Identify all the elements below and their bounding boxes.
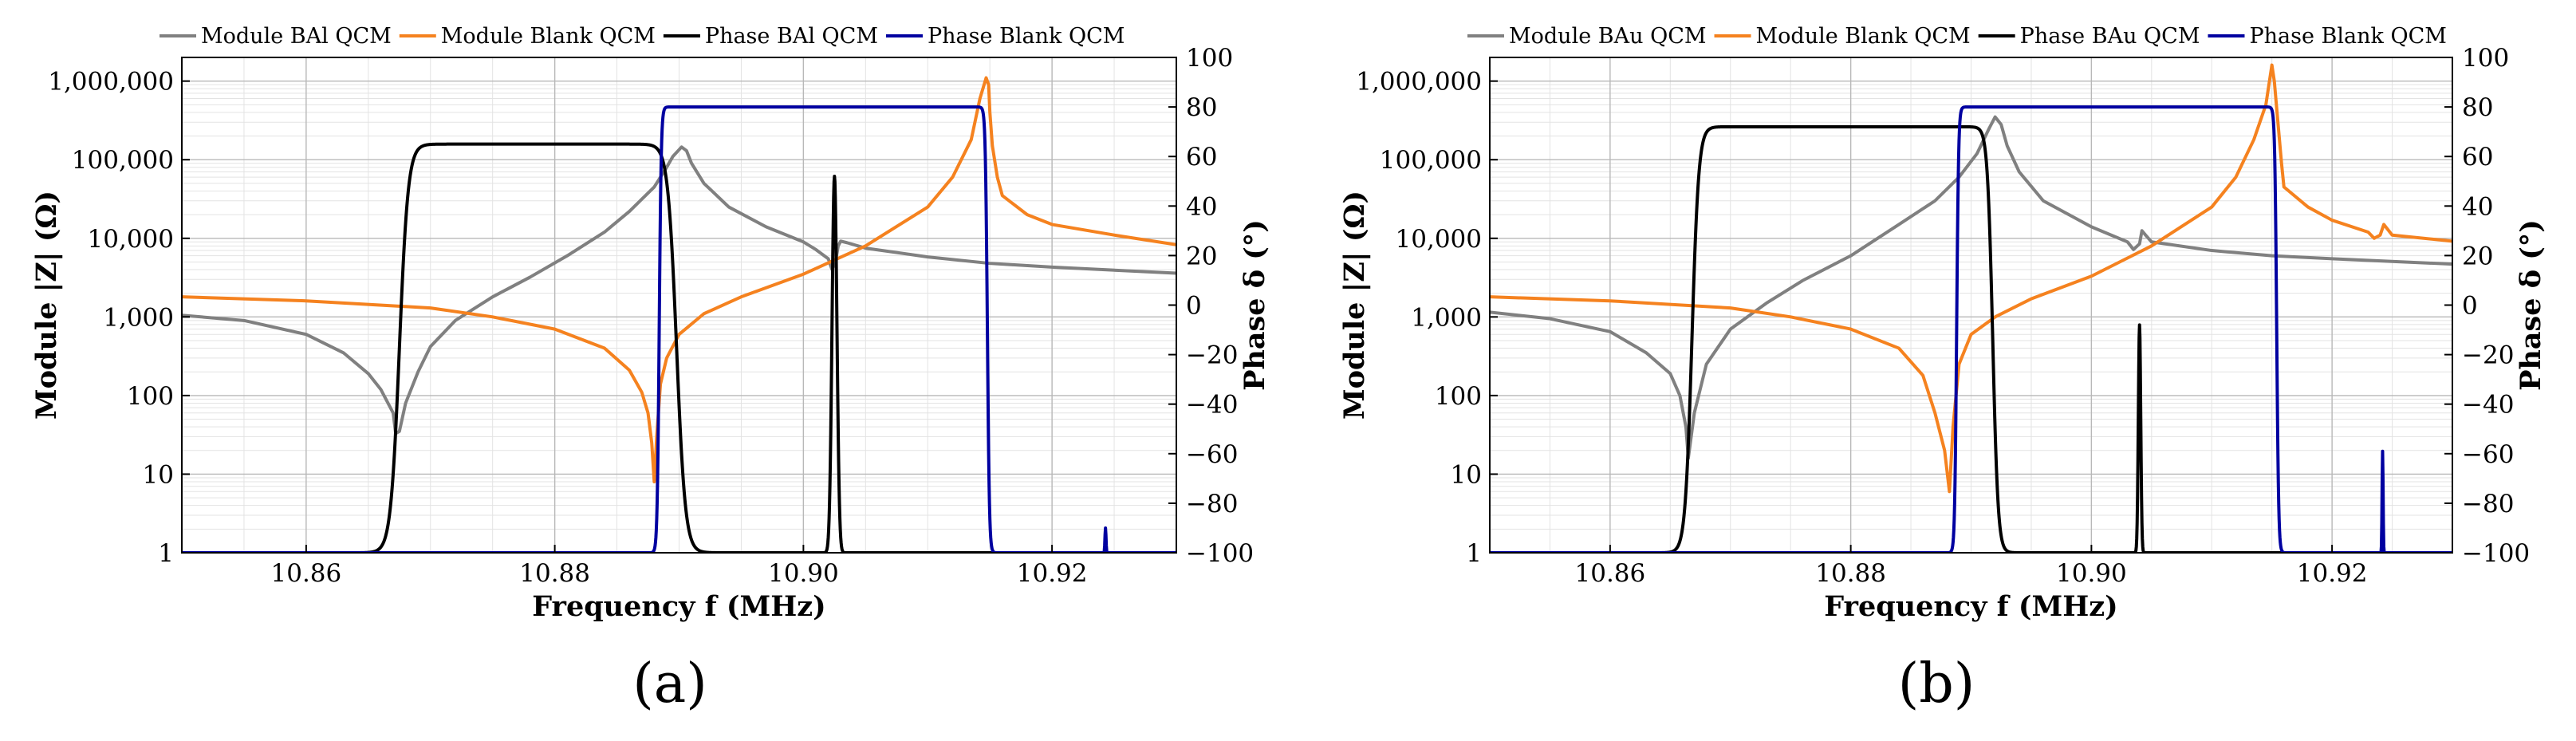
y-right-tick-label: −20 <box>2462 341 2514 370</box>
series-line-phase-bau-qcm <box>1490 124 2452 553</box>
x-tick-label: 10.90 <box>2056 559 2127 588</box>
series-line-module-blank-qcm <box>1490 63 2452 494</box>
series-line-module-blank-qcm <box>182 76 1176 483</box>
plot-area <box>1490 63 2452 553</box>
x-axis-label: Frequency f (MHz) <box>532 590 825 623</box>
y-left-tick-label: 10,000 <box>1396 225 1482 254</box>
y-right-tick-label: 0 <box>2462 292 2478 321</box>
y-right-tick-label: 100 <box>2462 44 2509 73</box>
y-left-tick-label: 1,000 <box>103 303 174 332</box>
y-left-tick-label: 10,000 <box>88 225 174 254</box>
y-right-tick-label: 60 <box>1186 143 1217 171</box>
y-right-tick-label: 80 <box>2462 93 2493 122</box>
minor-grid <box>1489 57 2453 553</box>
y-right-tick-label: 40 <box>2462 192 2493 221</box>
legend-label: Phase BAl QCM <box>705 24 878 49</box>
x-tick-label: 10.92 <box>2297 559 2368 588</box>
y-right-tick-label: −20 <box>1186 341 1238 370</box>
y-right-tick-label: 60 <box>2462 143 2493 171</box>
legend-label: Module Blank QCM <box>1756 24 1971 49</box>
series-line-phase-bal-qcm <box>182 142 1176 553</box>
chart-panel-a: 1 10 100 1,000 10,000 100,000 1,000,000 100 80 60… <box>30 24 1271 715</box>
y-left-tick-label: 1,000 <box>1411 303 1482 332</box>
legend-label: Module Blank QCM <box>441 24 656 49</box>
x-tick-label: 10.88 <box>1815 559 1886 588</box>
y-right-tick-label: 0 <box>1186 292 1202 321</box>
legend-label: Phase Blank QCM <box>928 24 1125 49</box>
y-right-tick-label: −100 <box>1186 539 1254 568</box>
y-left-axis-label: Module |Z| (Ω) <box>30 191 63 420</box>
y-left-tick-label: 100 <box>127 382 174 411</box>
y-right-tick-label: 20 <box>2462 242 2493 270</box>
y-right-tick-label: −80 <box>2462 490 2514 518</box>
y-left-tick-label: 100,000 <box>72 146 174 175</box>
y-right-tick-label: 40 <box>1186 192 1217 221</box>
legend-label: Module BAu QCM <box>1509 24 1707 49</box>
plot-area <box>182 76 1176 553</box>
y-right-tick-label: −80 <box>1186 490 1238 518</box>
x-tick-label: 10.86 <box>271 559 342 588</box>
legend-label: Phase BAu QCM <box>2020 24 2200 49</box>
panel-label: (b) <box>1898 652 1975 715</box>
x-axis-label: Frequency f (MHz) <box>1824 590 2117 623</box>
y-left-tick-label: 1,000,000 <box>48 68 174 97</box>
x-tick-label: 10.92 <box>1017 559 1088 588</box>
x-tick-label: 10.90 <box>768 559 839 588</box>
panel-label: (a) <box>632 652 707 715</box>
y-right-tick-label: −100 <box>2462 539 2530 568</box>
legend: Module BAu QCM Module Blank QCM Phase BAu … <box>1467 24 2447 49</box>
y-left-tick-label: 1,000,000 <box>1356 68 1482 97</box>
series-line-module-bau-qcm <box>1490 115 2452 460</box>
chart-panel-b: 1 10 100 1,000 10,000 100,000 1,000,000 100 80 60… <box>1338 24 2547 715</box>
y-left-tick-label: 1 <box>1466 539 1482 568</box>
x-tick-label: 10.86 <box>1575 559 1646 588</box>
y-right-tick-label: 100 <box>1186 44 1233 73</box>
y-left-tick-label: 1 <box>158 539 174 568</box>
y-right-axis-label: Phase δ (°) <box>1239 219 1271 391</box>
y-right-tick-label: 20 <box>1186 242 1217 270</box>
y-right-tick-label: −40 <box>1186 391 1238 420</box>
minor-grid <box>181 57 1177 553</box>
y-right-axis-label: Phase δ (°) <box>2515 219 2547 391</box>
series-line-phase-blank-qcm <box>182 105 1176 553</box>
y-right-tick-label: −60 <box>2462 440 2514 469</box>
y-right-tick-label: 80 <box>1186 93 1217 122</box>
x-tick-label: 10.88 <box>519 559 590 588</box>
y-right-tick-label: −40 <box>2462 391 2514 420</box>
legend-label: Module BAl QCM <box>201 24 392 49</box>
y-left-axis-label: Module |Z| (Ω) <box>1338 191 1371 420</box>
series-line-phase-blank-qcm <box>1490 105 2452 553</box>
legend: Module BAl QCM Module Blank QCM Phase BAl … <box>160 24 1125 49</box>
y-left-tick-label: 100,000 <box>1380 146 1482 175</box>
y-left-tick-label: 100 <box>1435 382 1482 411</box>
legend-label: Phase Blank QCM <box>2249 24 2446 49</box>
y-left-tick-label: 10 <box>1451 460 1482 489</box>
y-left-tick-label: 10 <box>143 460 174 489</box>
series-line-module-bal-qcm <box>182 145 1176 436</box>
y-right-tick-label: −60 <box>1186 440 1238 469</box>
